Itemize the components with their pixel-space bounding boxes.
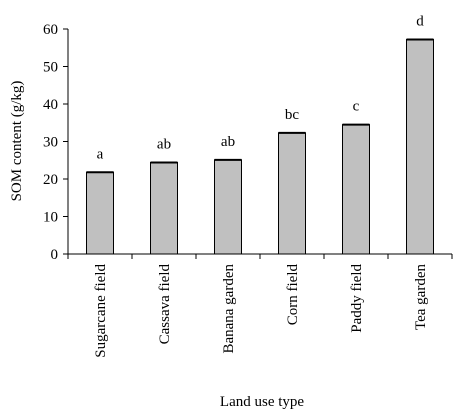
bar: [150, 162, 178, 255]
y-tick-label: 10: [43, 210, 58, 226]
y-tick-label: 30: [43, 135, 58, 151]
bar: [214, 159, 242, 255]
y-tick-label: 60: [43, 22, 58, 38]
x-axis-title: Land use type: [220, 394, 304, 410]
category-label: Sugarcane field: [93, 264, 109, 358]
bars: [86, 38, 434, 255]
x-axis: [67, 253, 453, 259]
category-label: Banana garden: [221, 264, 237, 354]
bar: [86, 171, 114, 255]
category-label: Paddy field: [349, 264, 365, 333]
category-label: Tea garden: [413, 264, 429, 330]
category-labels: Sugarcane field Cassava field Banana garde…: [93, 264, 429, 358]
y-tick-label: 50: [43, 60, 58, 76]
y-tick-label: 0: [51, 247, 59, 263]
significance-label: a: [97, 146, 104, 162]
significance-label: bc: [285, 107, 300, 123]
bar: [278, 132, 306, 255]
category-label: Corn field: [285, 264, 301, 326]
y-axis: 0 10 20 30 40 50 60: [43, 22, 69, 263]
significance-label: c: [353, 99, 360, 115]
significance-labels: a ab ab bc c d: [97, 14, 425, 163]
bar: [406, 39, 434, 255]
y-axis-title: SOM content (g/kg): [9, 81, 25, 202]
y-tick-label: 20: [43, 172, 58, 188]
bar: [342, 124, 370, 255]
y-tick-label: 40: [43, 97, 58, 113]
significance-label: d: [416, 14, 424, 30]
significance-label: ab: [221, 134, 235, 150]
category-label: Cassava field: [157, 264, 173, 345]
significance-label: ab: [157, 137, 171, 153]
